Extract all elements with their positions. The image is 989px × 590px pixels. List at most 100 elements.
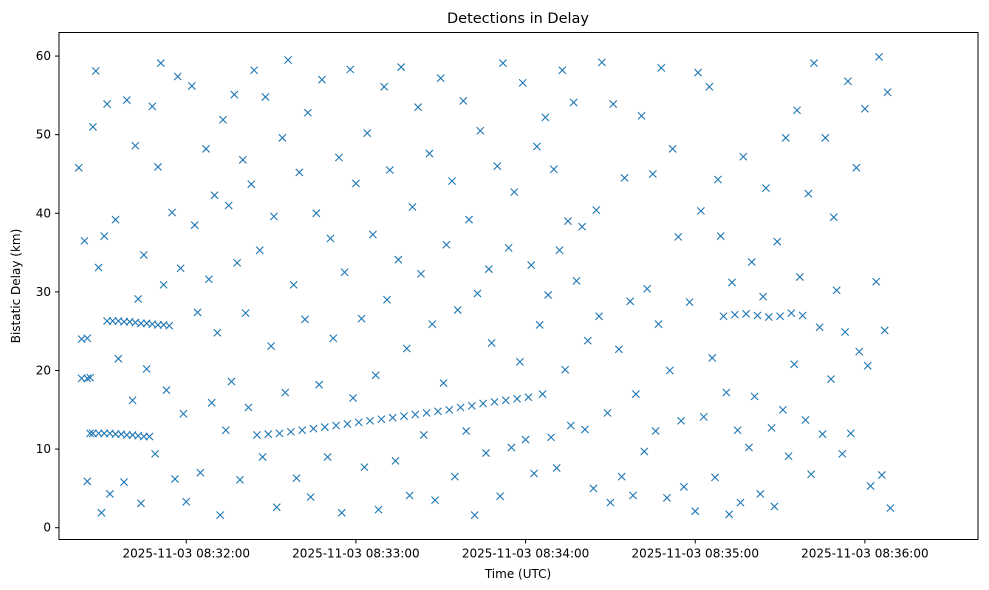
y-tick-label: 0 <box>43 521 51 535</box>
data-point <box>563 217 572 226</box>
data-point <box>744 443 753 452</box>
data-point <box>846 429 855 438</box>
data-point <box>648 169 657 178</box>
data-point <box>677 416 686 425</box>
data-point <box>764 313 773 322</box>
data-point <box>770 502 779 511</box>
data-point <box>866 482 875 491</box>
data-point <box>527 261 536 270</box>
data-point <box>202 144 211 153</box>
data-point <box>196 468 205 477</box>
data-markers <box>74 52 895 520</box>
data-point <box>810 59 818 68</box>
data-point <box>230 90 239 99</box>
data-point <box>193 308 202 317</box>
data-point <box>337 508 346 517</box>
data-point <box>883 88 892 97</box>
data-point <box>142 364 151 373</box>
data-point <box>153 320 162 329</box>
data-point <box>572 276 581 285</box>
data-point <box>555 246 564 255</box>
data-point <box>114 354 123 363</box>
data-point <box>589 484 598 493</box>
y-tick-label: 10 <box>36 442 51 456</box>
data-point <box>795 272 804 281</box>
data-point <box>88 122 97 131</box>
data-point <box>776 312 785 321</box>
data-point <box>238 155 247 164</box>
data-point <box>168 208 177 217</box>
data-point <box>385 166 394 175</box>
data-point <box>227 377 236 386</box>
data-point <box>631 390 640 399</box>
data-point <box>252 430 261 439</box>
data-point <box>838 449 847 458</box>
data-point <box>233 258 242 267</box>
data-point <box>269 212 278 221</box>
data-point <box>354 418 363 427</box>
data-point <box>807 470 816 479</box>
data-point <box>173 72 182 81</box>
chart-title: Detections in Delay <box>447 11 589 27</box>
data-point <box>380 82 389 91</box>
data-point <box>476 126 485 135</box>
data-point <box>801 416 810 425</box>
data-point <box>332 421 341 430</box>
data-point <box>170 474 179 483</box>
data-point <box>566 421 575 430</box>
data-point <box>532 142 541 151</box>
data-point <box>493 162 502 171</box>
data-point <box>145 432 154 441</box>
data-point <box>530 469 539 478</box>
data-point <box>852 163 861 172</box>
data-point <box>425 149 434 158</box>
data-point <box>210 191 219 200</box>
data-point <box>759 292 768 301</box>
data-point <box>479 399 488 408</box>
data-point <box>159 280 168 289</box>
data-point <box>388 413 397 422</box>
data-point <box>108 316 117 325</box>
data-point <box>402 344 411 353</box>
data-point <box>439 379 448 388</box>
data-point <box>416 269 425 278</box>
data-point <box>465 215 474 224</box>
x-axis-label: Time (UTC) <box>484 567 551 581</box>
data-point <box>456 403 465 412</box>
data-point <box>264 430 273 439</box>
data-point <box>470 511 479 520</box>
y-tick-label: 50 <box>36 128 51 142</box>
data-point <box>798 311 807 320</box>
data-point <box>91 67 100 76</box>
data-point <box>617 472 626 481</box>
data-point <box>111 215 120 224</box>
data-point <box>453 305 462 314</box>
data-point <box>368 230 377 239</box>
data-point <box>561 365 570 374</box>
data-point <box>422 408 431 417</box>
data-point <box>730 310 739 319</box>
data-point <box>708 353 717 362</box>
data-point <box>428 320 437 329</box>
y-tick-label: 30 <box>36 285 51 299</box>
data-point <box>272 503 281 512</box>
data-point <box>507 443 516 452</box>
data-point <box>371 371 380 380</box>
data-point <box>97 508 106 517</box>
data-point <box>668 144 677 153</box>
data-point <box>165 321 174 330</box>
data-point <box>580 425 589 434</box>
data-point <box>781 133 790 142</box>
data-point <box>790 360 799 369</box>
y-tick-label: 60 <box>36 49 51 63</box>
data-point <box>538 390 547 399</box>
data-point <box>323 452 332 461</box>
plot-frame <box>58 32 979 540</box>
data-point <box>151 449 160 458</box>
data-point <box>261 92 270 101</box>
data-point <box>383 295 392 304</box>
data-point <box>694 68 703 77</box>
data-point <box>815 323 824 332</box>
data-point <box>496 492 505 501</box>
data-point <box>278 133 287 142</box>
